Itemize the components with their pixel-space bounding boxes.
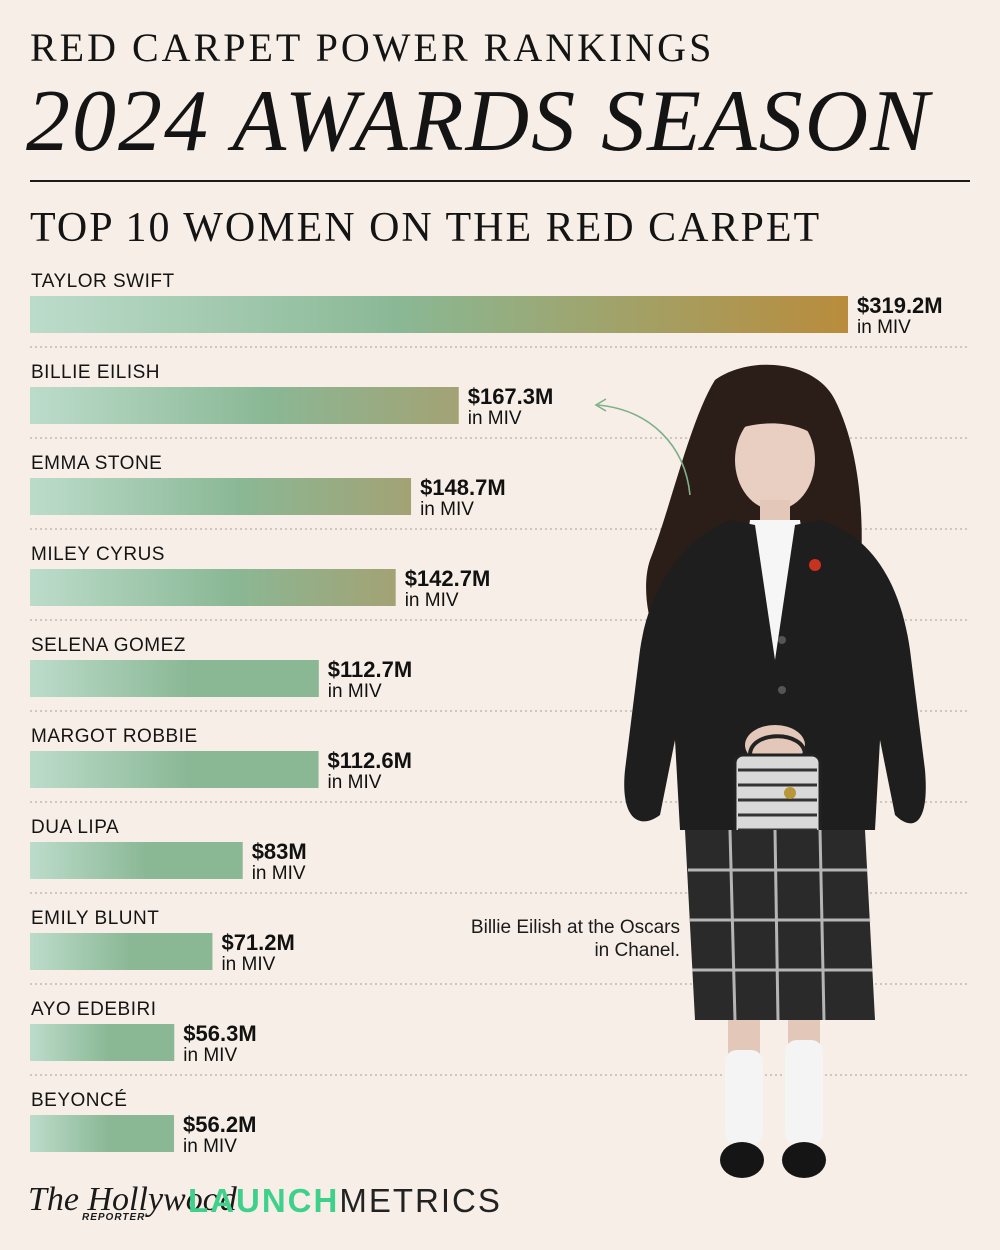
bar xyxy=(30,1024,175,1061)
category-label: MILEY CYRUS xyxy=(31,544,165,565)
callout-arrow xyxy=(594,398,691,496)
unit-label: in MIV xyxy=(221,954,275,975)
bar xyxy=(30,478,412,515)
hollywood-reporter-logo: The Hollywood xyxy=(28,1181,237,1218)
value-label: $112.6M xyxy=(328,748,412,773)
bar xyxy=(30,751,319,788)
category-label: BILLIE EILISH xyxy=(31,362,160,383)
category-label: MARGOT ROBBIE xyxy=(31,726,198,747)
category-label: TAYLOR SWIFT xyxy=(31,271,175,292)
value-label: $112.7M xyxy=(328,657,412,682)
value-label: $148.7M xyxy=(420,475,506,500)
bar xyxy=(30,296,848,333)
category-label: EMILY BLUNT xyxy=(31,908,159,929)
unit-label: in MIV xyxy=(468,408,522,429)
category-label: BEYONCÉ xyxy=(31,1090,127,1111)
value-label: $142.7M xyxy=(405,566,491,591)
hollywood-reporter-logo-sub: REPORTER xyxy=(82,1212,146,1223)
unit-label: in MIV xyxy=(328,681,382,702)
value-label: $56.3M xyxy=(183,1021,256,1046)
category-label: EMMA STONE xyxy=(31,453,162,474)
unit-label: in MIV xyxy=(328,772,382,793)
value-label: $71.2M xyxy=(221,930,294,955)
value-label: $56.2M xyxy=(183,1112,256,1137)
header-divider xyxy=(30,180,970,182)
chart-title: TOP 10 WOMEN ON THE RED CARPET xyxy=(30,205,822,251)
launchmetrics-logo-metrics: METRICS xyxy=(339,1182,502,1219)
bar xyxy=(30,842,243,879)
value-label: $83M xyxy=(252,839,307,864)
kicker-heading: RED CARPET POWER RANKINGS xyxy=(30,25,715,70)
value-label: $167.3M xyxy=(468,384,554,409)
bar xyxy=(30,660,319,697)
bar xyxy=(30,933,213,970)
billie-eilish-photo xyxy=(624,364,926,1178)
unit-label: in MIV xyxy=(252,863,306,884)
bar xyxy=(30,1115,175,1152)
photo-caption: Billie Eilish at the Oscars in Chanel. xyxy=(470,917,680,961)
launchmetrics-logo-launch: LAUNCH xyxy=(188,1182,340,1219)
launchmetrics-logo: LAUNCHMETRICS xyxy=(188,1182,502,1220)
unit-label: in MIV xyxy=(420,499,474,520)
page-title: 2024 AWARDS SEASON xyxy=(26,73,931,170)
category-label: SELENA GOMEZ xyxy=(31,635,186,656)
unit-label: in MIV xyxy=(857,317,911,338)
unit-label: in MIV xyxy=(405,590,459,611)
unit-label: in MIV xyxy=(183,1136,237,1157)
value-label: $319.2M xyxy=(857,293,943,318)
category-label: AYO EDEBIRI xyxy=(31,999,157,1020)
bar xyxy=(30,569,396,606)
unit-label: in MIV xyxy=(183,1045,237,1066)
category-label: DUA LIPA xyxy=(31,817,119,838)
bar xyxy=(30,387,459,424)
